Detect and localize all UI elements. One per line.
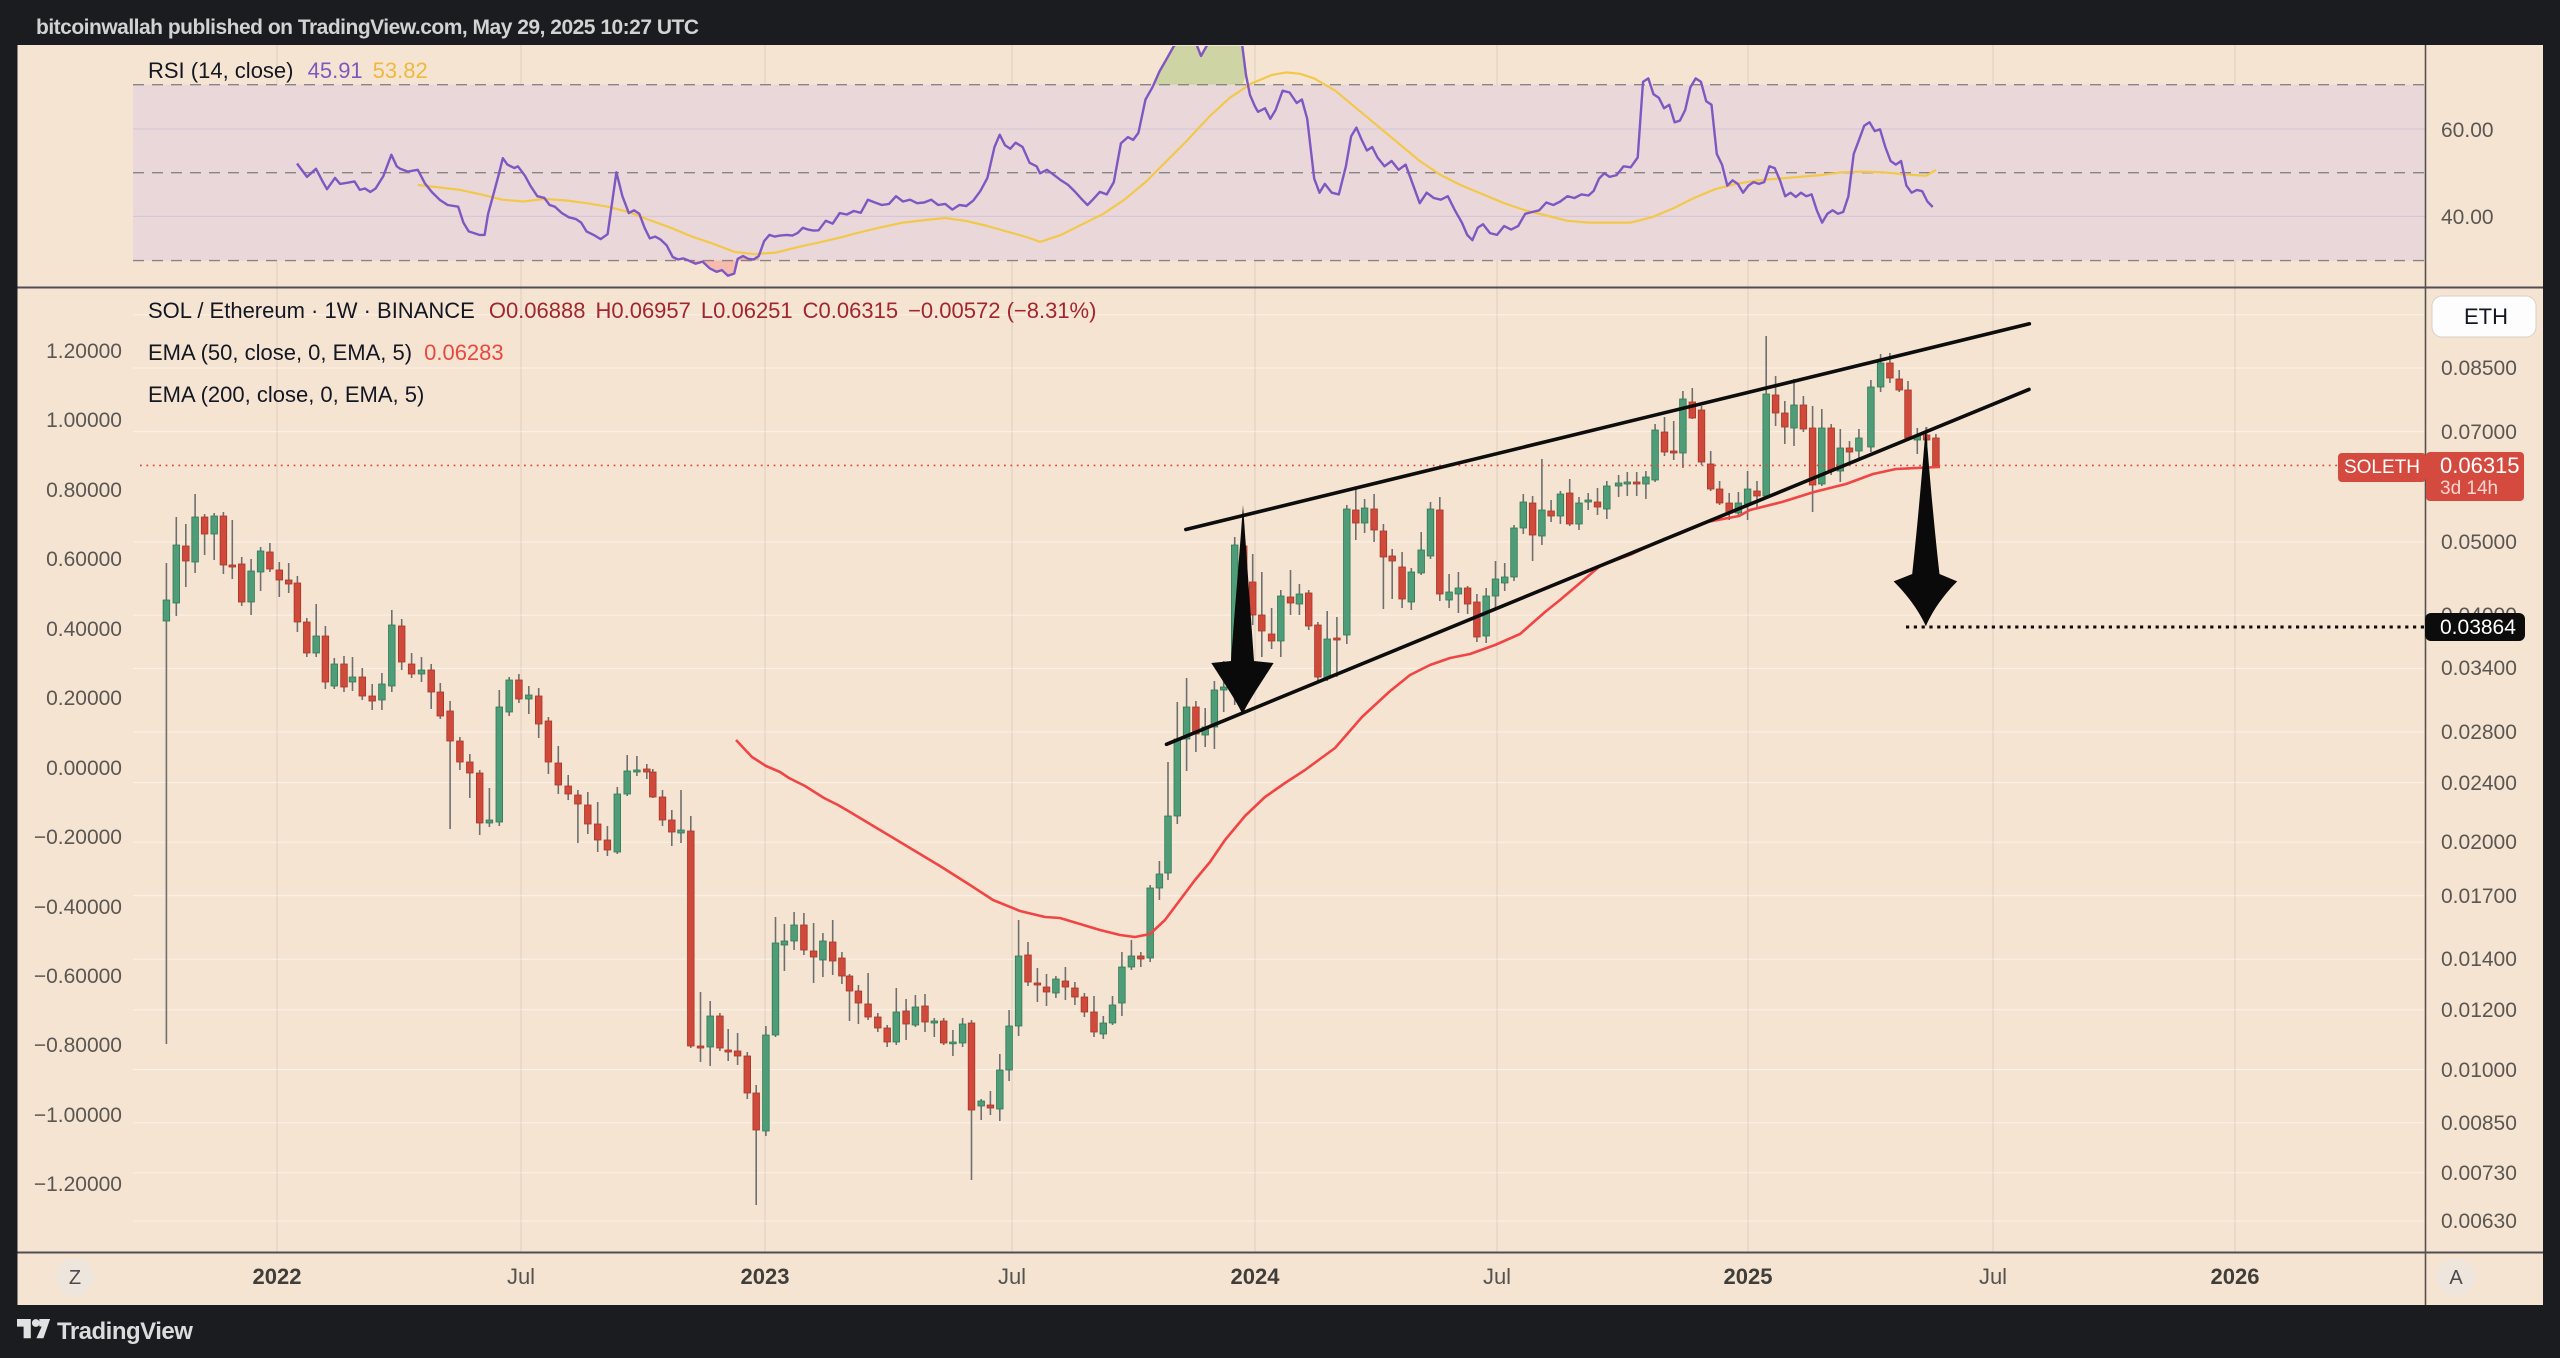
svg-text:0.00730: 0.00730 [2441, 1162, 2517, 1185]
svg-text:bitcoinwallah published on Tra: bitcoinwallah published on TradingView.c… [36, 16, 699, 39]
svg-text:0.00630: 0.00630 [2441, 1210, 2517, 1233]
svg-text:0.40000: 0.40000 [46, 618, 122, 641]
svg-text:0.01700: 0.01700 [2441, 885, 2517, 908]
svg-text:0.02400: 0.02400 [2441, 772, 2517, 795]
svg-text:0.20000: 0.20000 [46, 687, 122, 710]
svg-text:−0.20000: −0.20000 [34, 826, 122, 849]
svg-text:0.03400: 0.03400 [2441, 657, 2517, 680]
svg-text:0.01400: 0.01400 [2441, 948, 2517, 971]
svg-text:0.02000: 0.02000 [2441, 831, 2517, 854]
svg-text:ETH: ETH [2464, 304, 2508, 329]
svg-text:0.80000: 0.80000 [46, 479, 122, 502]
svg-text:1.20000: 1.20000 [46, 340, 122, 363]
svg-text:EMA (200, close, 0, EMA, 5): EMA (200, close, 0, EMA, 5) [148, 382, 424, 407]
svg-text:0.07000: 0.07000 [2441, 421, 2517, 444]
svg-text:0.01200: 0.01200 [2441, 999, 2517, 1022]
svg-text:Jul: Jul [507, 1264, 535, 1289]
svg-text:3d 14h: 3d 14h [2440, 478, 2498, 499]
svg-text:0.03864: 0.03864 [2440, 616, 2516, 639]
svg-text:−1.00000: −1.00000 [34, 1104, 122, 1127]
svg-text:−1.20000: −1.20000 [34, 1173, 122, 1196]
svg-text:TradingView: TradingView [57, 1318, 193, 1345]
svg-text:2022: 2022 [253, 1264, 302, 1289]
svg-text:−0.40000: −0.40000 [34, 896, 122, 919]
svg-text:1.00000: 1.00000 [46, 409, 122, 432]
svg-text:Jul: Jul [1483, 1264, 1511, 1289]
svg-text:2024: 2024 [1231, 1264, 1281, 1289]
svg-text:−0.80000: −0.80000 [34, 1034, 122, 1057]
svg-text:0.01000: 0.01000 [2441, 1059, 2517, 1082]
svg-text:Jul: Jul [1979, 1264, 2007, 1289]
svg-text:40.00: 40.00 [2441, 206, 2494, 229]
svg-text:−0.60000: −0.60000 [34, 965, 122, 988]
svg-text:0.60000: 0.60000 [46, 548, 122, 571]
svg-text:Z: Z [69, 1267, 81, 1289]
svg-text:EMA (50, close, 0, EMA, 5)0.06: EMA (50, close, 0, EMA, 5) 0.06283 [148, 340, 504, 365]
svg-text:0.08500: 0.08500 [2441, 357, 2517, 380]
svg-text:2025: 2025 [1724, 1264, 1773, 1289]
svg-text:60.00: 60.00 [2441, 119, 2494, 142]
svg-text:2023: 2023 [741, 1264, 790, 1289]
svg-text:Jul: Jul [998, 1264, 1026, 1289]
svg-text:0.00000: 0.00000 [46, 757, 122, 780]
svg-text:0.02800: 0.02800 [2441, 721, 2517, 744]
svg-text:A: A [2449, 1267, 2463, 1289]
svg-text:0.00850: 0.00850 [2441, 1112, 2517, 1135]
svg-text:0.05000: 0.05000 [2441, 531, 2517, 554]
svg-text:0.06315: 0.06315 [2440, 453, 2520, 478]
svg-text:SOLETH: SOLETH [2344, 457, 2420, 478]
svg-text:2026: 2026 [2211, 1264, 2260, 1289]
